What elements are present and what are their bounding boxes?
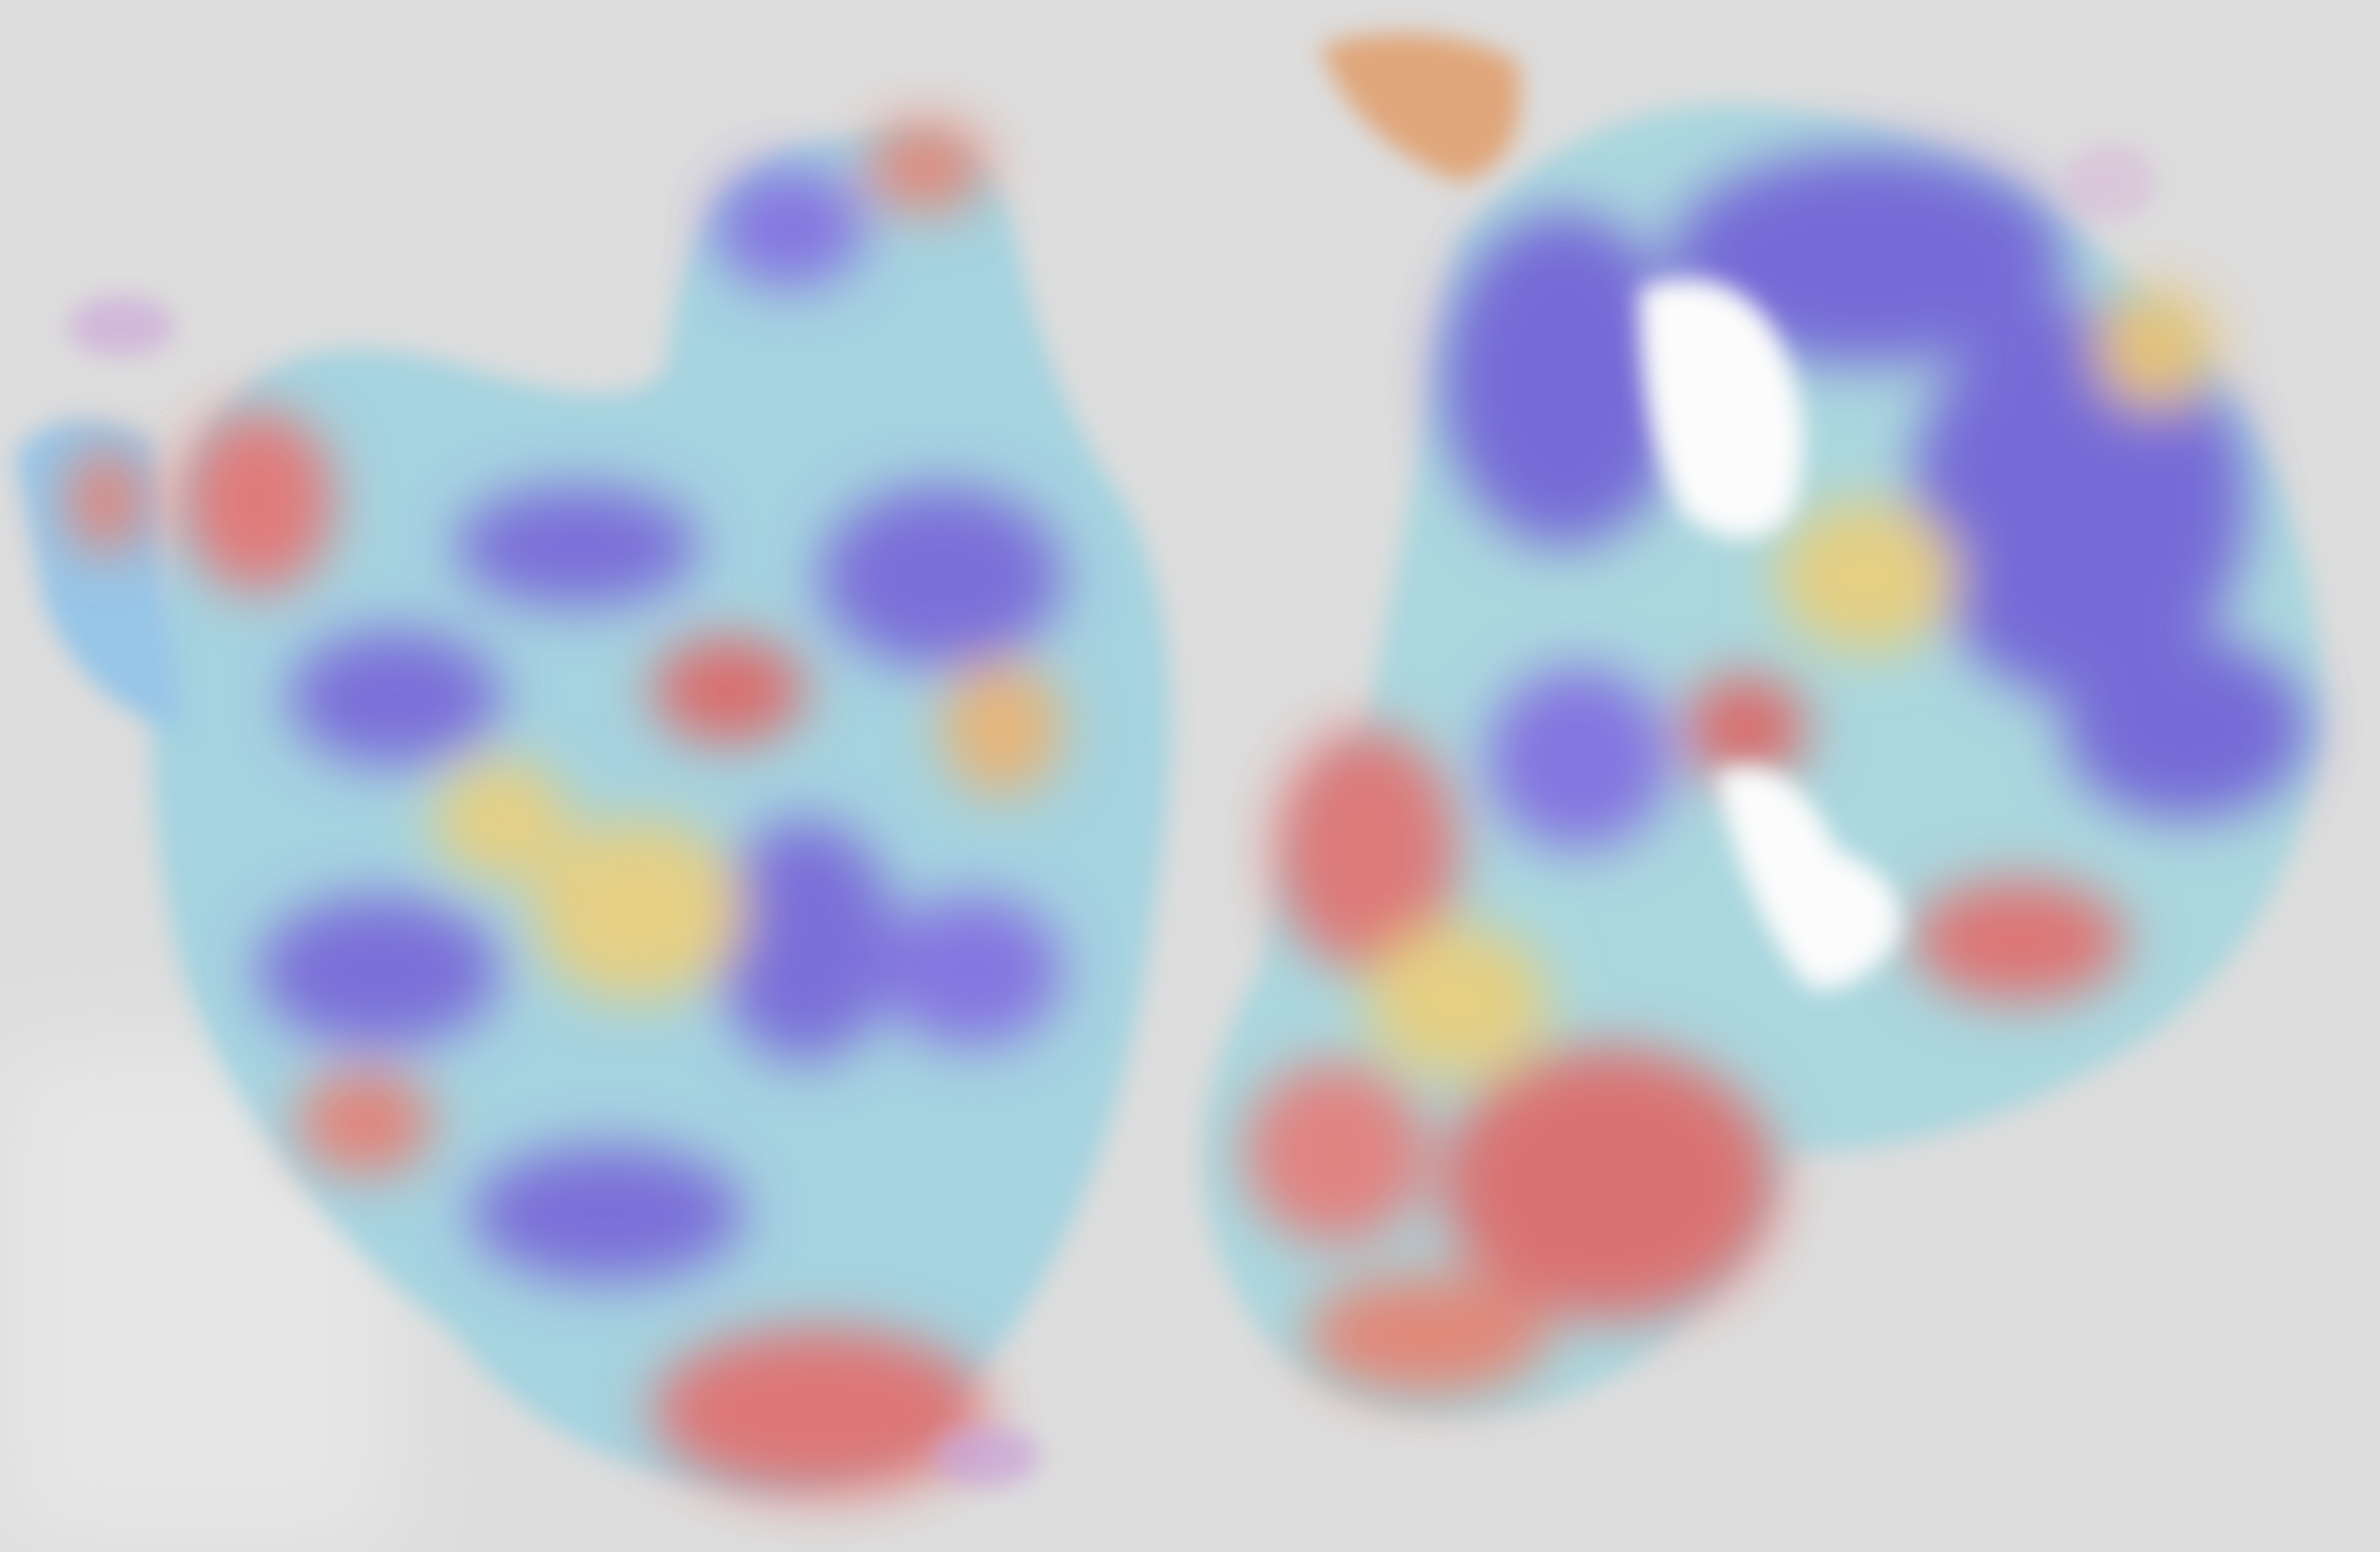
heat-blob [295,1069,433,1176]
left-tissue [15,121,1171,1495]
tissue-fragment [1320,33,1521,182]
heat-blob [819,485,1063,668]
heat-blob [258,895,501,1047]
heat-blob [1275,728,1457,971]
heat-blob [182,410,334,592]
heat-blob [941,659,1063,797]
heat-blob [2094,288,2216,410]
heat-blob [652,637,804,744]
heat-blob [1305,1274,1549,1396]
heat-blob [288,629,501,766]
heat-blob [432,758,569,881]
tissue-fragment [933,1426,1040,1487]
heat-blob [713,819,896,1062]
tissue-hole [1639,279,1803,539]
tissue-fragment [2064,144,2155,220]
heat-blob [1442,212,1685,547]
heat-blob [68,447,144,554]
heat-blob [1684,675,1807,782]
heat-blob [713,166,865,289]
tissue-hole [1715,767,1900,989]
heat-blobs [68,121,1063,1495]
heat-blob [652,1327,987,1495]
heat-blob [880,895,1063,1047]
heat-blob [531,819,744,1001]
heat-blob [865,121,987,212]
right-tissue [1202,33,2323,1417]
heat-blob [2064,637,2307,820]
heat-blob [1244,1062,1427,1245]
heat-blob [1487,667,1670,850]
tissue-fragment [68,295,175,357]
heat-blob [1442,1046,1776,1320]
heat-blob [1775,500,1958,653]
heat-blob [470,1145,744,1282]
heat-blobs [1244,152,2307,1396]
heat-blob [455,485,698,607]
heat-blob [1669,152,2065,364]
heat-blob [1366,925,1549,1078]
heat-blob [1912,880,2125,1001]
